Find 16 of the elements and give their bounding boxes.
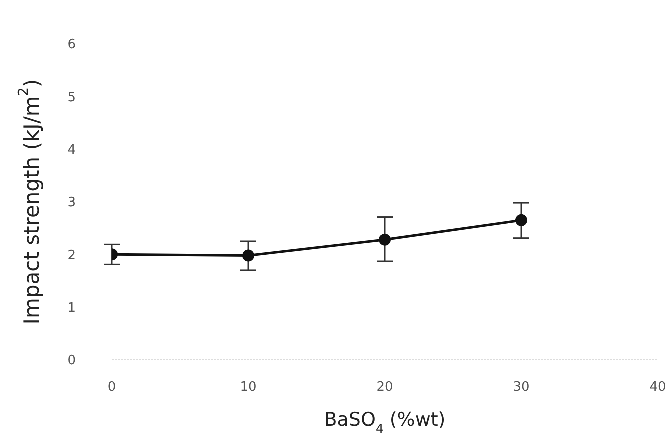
y-tick-label: 6 <box>68 38 76 53</box>
point <box>379 234 391 246</box>
y-tick-label: 2 <box>68 248 76 264</box>
x-tick-label: 10 <box>240 380 257 396</box>
y-tick-label: 3 <box>68 196 76 211</box>
x-tick-label: 20 <box>376 380 394 396</box>
y-tick-label: 5 <box>68 90 76 106</box>
point <box>242 250 254 262</box>
y-tick-label: 4 <box>68 142 76 158</box>
x-tick-label: 30 <box>513 380 530 396</box>
y-tick-label: 0 <box>68 354 76 369</box>
x-axis-title: BaSO$_{4}$ (%wt) <box>324 409 446 434</box>
x-tick-label: 40 <box>650 380 666 396</box>
point <box>516 214 528 226</box>
x-tick-label: 0 <box>108 380 116 396</box>
y-tick-label: 1 <box>68 300 76 316</box>
